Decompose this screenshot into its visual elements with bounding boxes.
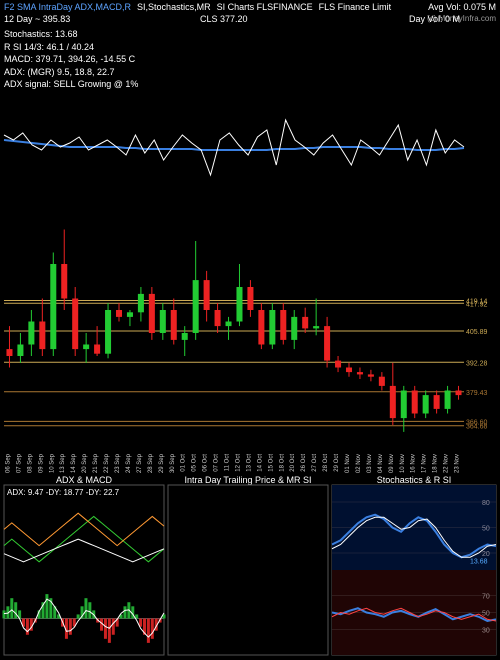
adx-value: ADX: (MGR) 9.5, 18.8, 22.7 <box>4 66 138 79</box>
svg-text:70: 70 <box>482 594 490 601</box>
chart-header: F2 SMA IntraDay ADX,MACD,R SI,Stochastics… <box>0 0 500 27</box>
svg-text:06 Oct: 06 Oct <box>203 454 209 472</box>
svg-text:27 Sep: 27 Sep <box>137 453 143 473</box>
header-item: 12 Day ~ 395.83 <box>4 14 70 26</box>
svg-text:ADX: 9.47 -DY: 18.77 -DY: 22.7: ADX: 9.47 -DY: 18.77 -DY: 22.7 <box>7 488 120 497</box>
svg-text:09 Nov: 09 Nov <box>389 454 395 473</box>
svg-text:10 Sep: 10 Sep <box>49 453 55 473</box>
svg-text:14 Sep: 14 Sep <box>71 453 77 473</box>
svg-text:18 Oct: 18 Oct <box>279 454 285 472</box>
svg-text:364.68: 364.68 <box>466 424 488 431</box>
svg-text:13 Oct: 13 Oct <box>246 454 252 472</box>
svg-text:15 Oct: 15 Oct <box>268 454 274 472</box>
svg-text:Stochastics & R SI: Stochastics & R SI <box>377 475 452 485</box>
svg-text:80: 80 <box>482 500 490 507</box>
svg-text:417.92: 417.92 <box>466 301 488 308</box>
svg-text:07 Oct: 07 Oct <box>214 454 220 472</box>
svg-text:01 Oct: 01 Oct <box>181 454 187 472</box>
header-item: F2 SMA IntraDay ADX,MACD,R <box>4 2 131 14</box>
svg-text:ADX & MACD: ADX & MACD <box>56 475 113 485</box>
svg-text:13.68: 13.68 <box>470 558 488 565</box>
svg-text:08 Sep: 08 Sep <box>27 453 33 473</box>
svg-text:29 Oct: 29 Oct <box>334 454 340 472</box>
svg-text:05 Oct: 05 Oct <box>192 454 198 472</box>
header-item: SI,Stochastics,MR <box>137 2 211 14</box>
svg-text:Intra Day Trailing Price & MR: Intra Day Trailing Price & MR SI <box>184 475 311 485</box>
indicator-readout: Stochastics: 13.68 R SI 14/3: 46.1 / 40.… <box>4 28 138 91</box>
svg-text:07 Sep: 07 Sep <box>16 453 22 473</box>
adx-signal: ADX signal: SELL Growing @ 1% <box>4 78 138 91</box>
svg-text:392.28: 392.28 <box>466 360 488 367</box>
svg-text:03 Nov: 03 Nov <box>367 454 373 473</box>
svg-text:11 Oct: 11 Oct <box>225 454 231 472</box>
svg-text:02 Nov: 02 Nov <box>356 454 362 473</box>
svg-text:01 Nov: 01 Nov <box>345 454 351 473</box>
svg-text:24 Sep: 24 Sep <box>126 453 132 473</box>
chart-canvas[interactable]: 419.14417.92405.89392.28379.43366.60364.… <box>0 0 500 660</box>
svg-text:379.43: 379.43 <box>466 390 488 397</box>
svg-text:06 Sep: 06 Sep <box>5 453 11 473</box>
svg-text:16 Nov: 16 Nov <box>411 454 417 473</box>
header-item: Avg Vol: 0.075 M <box>428 2 496 14</box>
rsi-value: R SI 14/3: 46.1 / 40.24 <box>4 41 138 54</box>
svg-text:50: 50 <box>482 526 490 533</box>
header-item: CLS 377.20 <box>200 14 248 26</box>
svg-text:22 Sep: 22 Sep <box>104 453 110 473</box>
svg-text:23 Sep: 23 Sep <box>115 453 121 473</box>
svg-text:21 Sep: 21 Sep <box>93 453 99 473</box>
svg-text:09 Sep: 09 Sep <box>38 453 44 473</box>
svg-text:18 Nov: 18 Nov <box>433 454 439 473</box>
svg-text:20 Sep: 20 Sep <box>82 453 88 473</box>
svg-text:30 Sep: 30 Sep <box>170 453 176 473</box>
svg-text:405.89: 405.89 <box>466 329 488 336</box>
svg-text:28 Oct: 28 Oct <box>323 454 329 472</box>
svg-text:17 Nov: 17 Nov <box>422 454 428 473</box>
svg-text:26 Oct: 26 Oct <box>301 454 307 472</box>
svg-text:20: 20 <box>482 551 490 558</box>
svg-text:28 Sep: 28 Sep <box>148 453 154 473</box>
header-item: FLS Finance Limit <box>319 2 392 14</box>
svg-text:13 Sep: 13 Sep <box>60 453 66 473</box>
svg-text:14 Oct: 14 Oct <box>257 454 263 472</box>
svg-text:04 Nov: 04 Nov <box>378 454 384 473</box>
svg-text:23 Nov: 23 Nov <box>455 454 461 473</box>
header-item: SI Charts FLSFINANCE <box>217 2 313 14</box>
stochastics-value: Stochastics: 13.68 <box>4 28 138 41</box>
svg-text:12 Oct: 12 Oct <box>235 454 241 472</box>
svg-text:29 Sep: 29 Sep <box>159 453 165 473</box>
macd-value: MACD: 379.71, 394.26, -14.55 C <box>4 53 138 66</box>
svg-text:10 Nov: 10 Nov <box>400 454 406 473</box>
svg-text:27 Oct: 27 Oct <box>312 454 318 472</box>
svg-text:30: 30 <box>482 628 490 635</box>
svg-text:22 Nov: 22 Nov <box>444 454 450 473</box>
svg-text:20 Oct: 20 Oct <box>290 454 296 472</box>
header-item: Day Vol: 0 M <box>409 14 460 26</box>
